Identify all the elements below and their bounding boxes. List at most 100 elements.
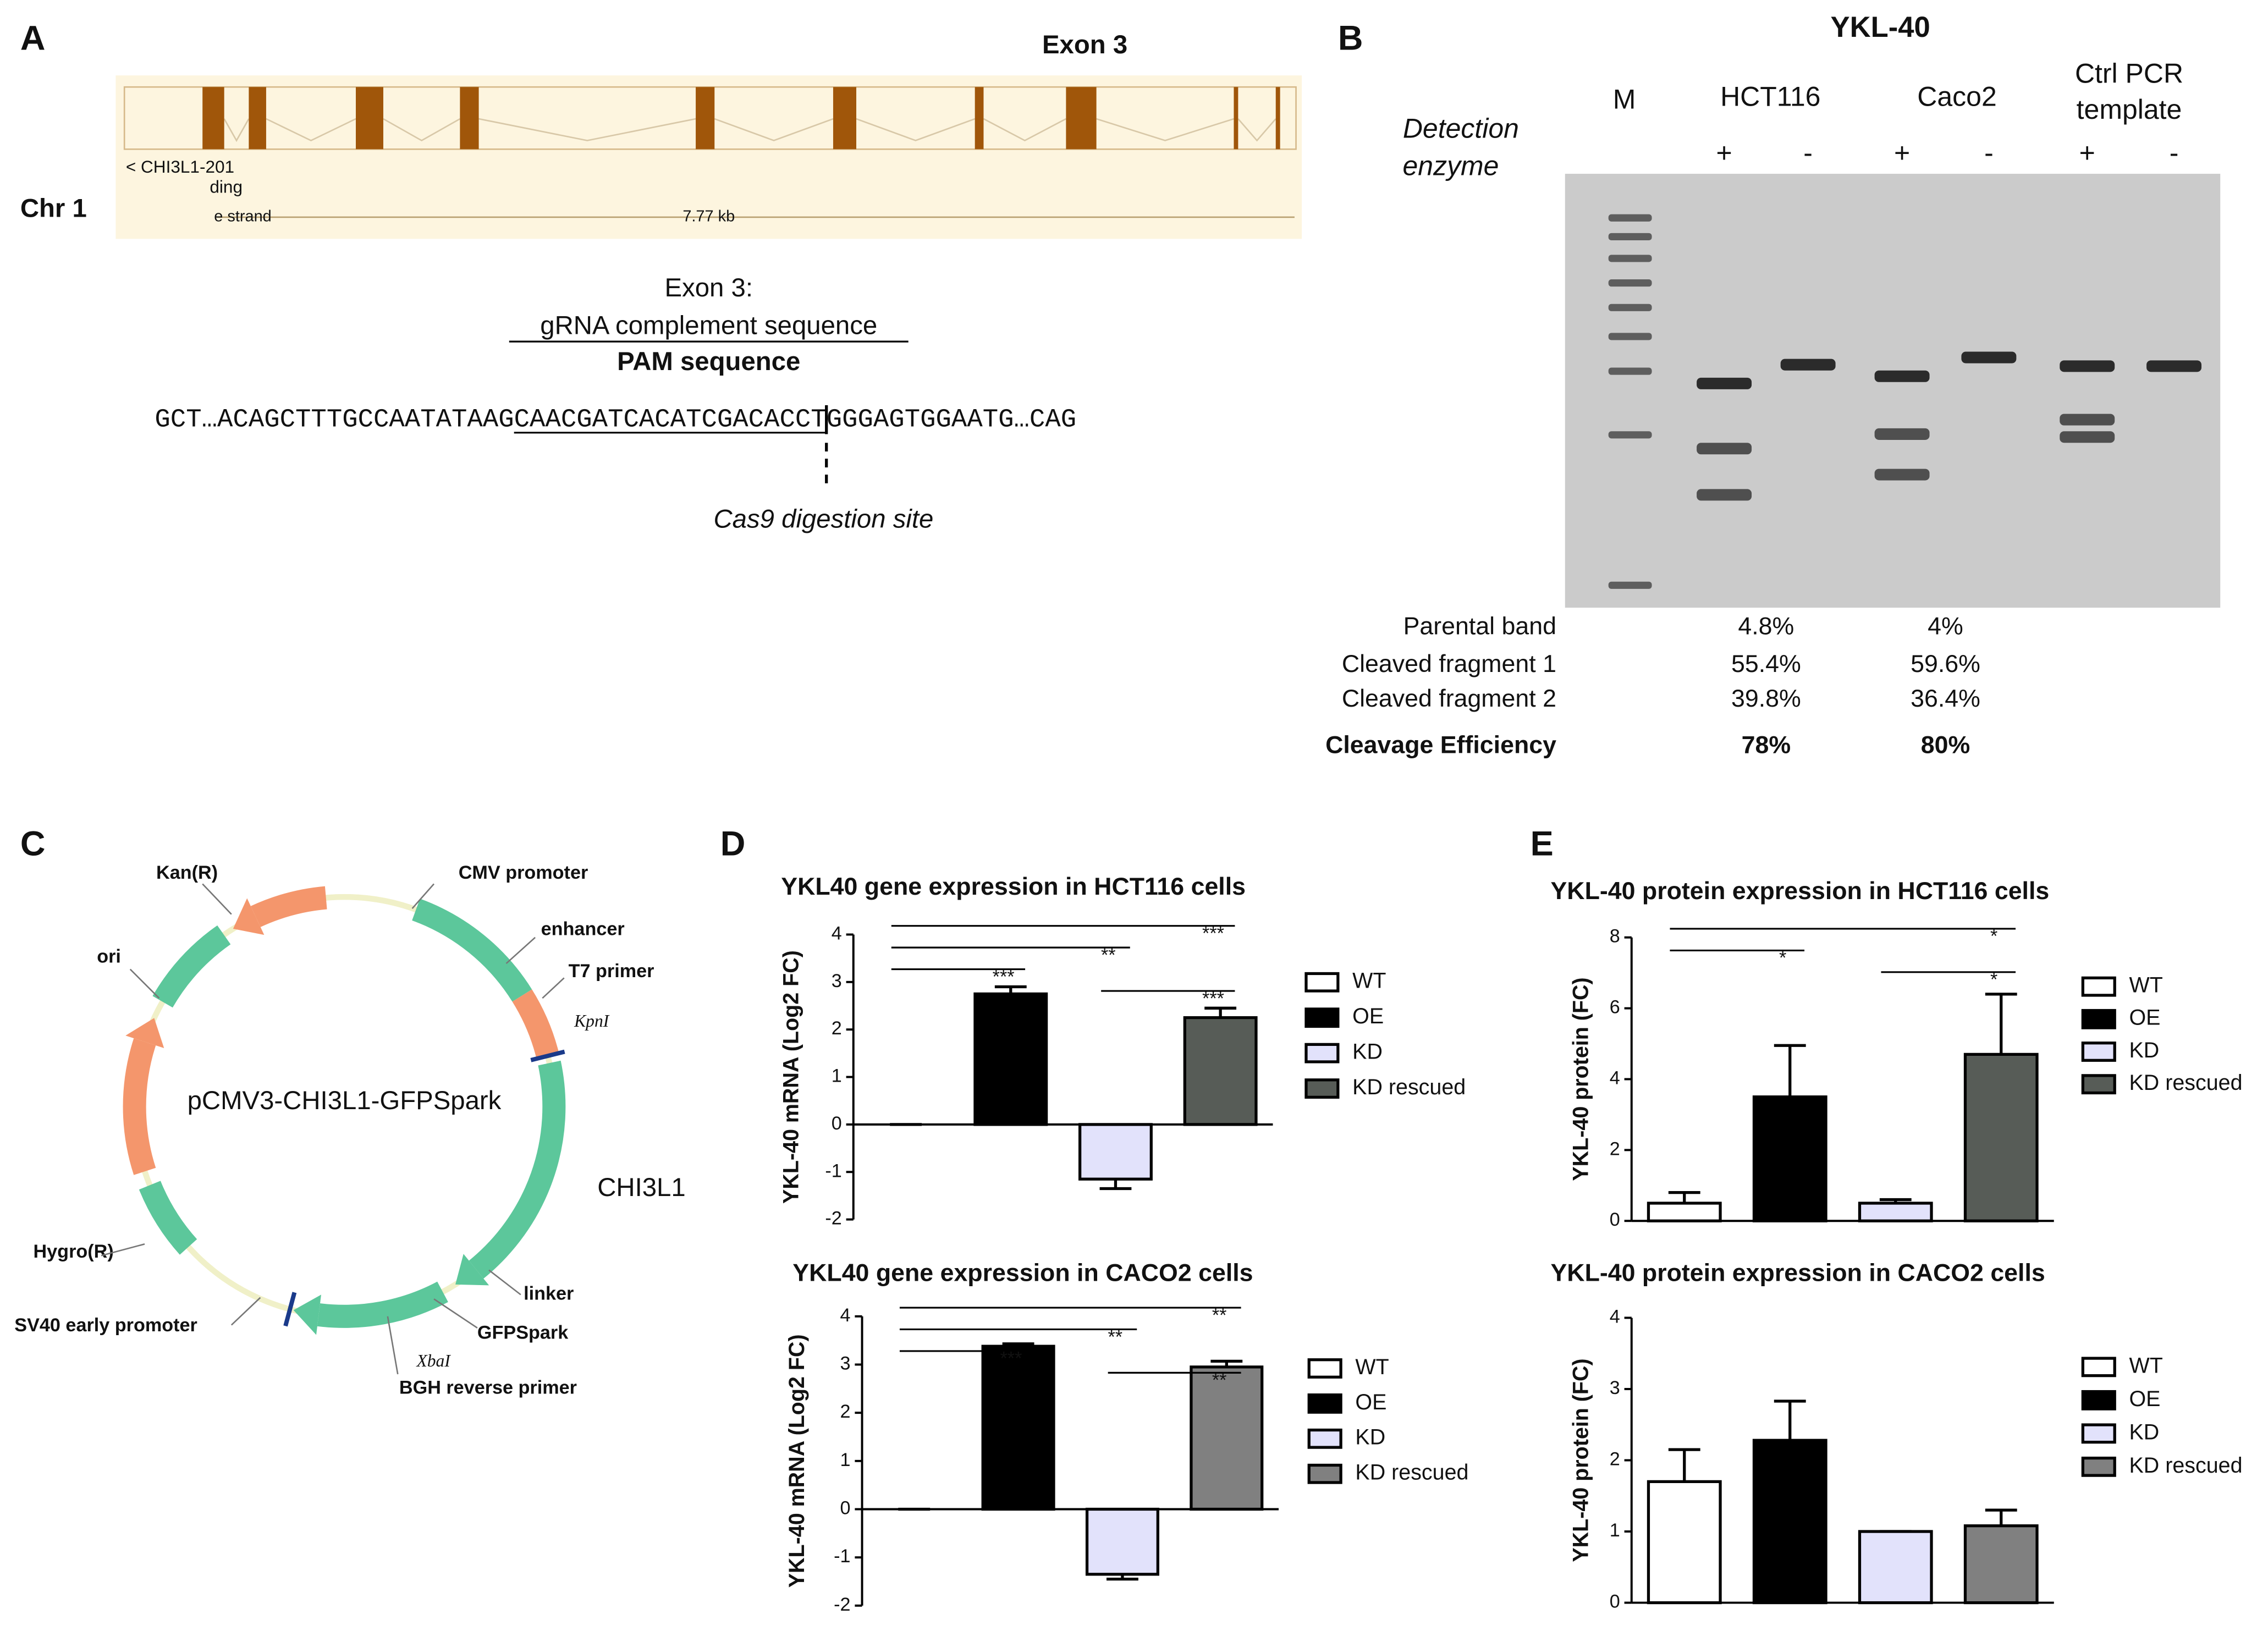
significance-label: * (1990, 926, 1997, 947)
sequence-part: GGG (827, 406, 873, 435)
significance-label: *** (1202, 988, 1224, 1009)
y-axis-label: YKL-40 protein (FC) (1569, 1358, 1593, 1562)
enzyme-sign: + (1716, 137, 1732, 168)
exon (1234, 87, 1238, 150)
error-bar (1668, 1448, 1700, 1482)
leader-line (101, 1243, 145, 1257)
enzyme-sign: + (2079, 137, 2095, 168)
table-value: 59.6% (1911, 651, 1980, 677)
legend-label: KD rescued (2129, 1453, 2243, 1478)
leader-line (387, 1316, 399, 1375)
feature-label: ori (97, 946, 121, 967)
feature-arrow (233, 898, 265, 935)
leader-line (202, 883, 232, 915)
bar (1858, 1530, 1933, 1605)
bar (1858, 1202, 1933, 1222)
lane-label: HCT116 (1720, 81, 1820, 112)
feature (512, 989, 559, 1059)
leader-line (433, 1298, 478, 1329)
table-value: 4.8% (1738, 613, 1794, 640)
y-tick-label: 3 (832, 971, 842, 991)
error-bar (1985, 993, 2017, 1055)
y-tick-label: 2 (1610, 1138, 1620, 1159)
y-tick-label: -2 (825, 1208, 841, 1229)
y-tick-label: 3 (840, 1353, 850, 1374)
panel-label: A (20, 19, 46, 58)
enzyme-sign: - (1984, 137, 1994, 168)
table-value: 55.4% (1731, 651, 1801, 677)
ladder-band (1608, 233, 1652, 241)
ladder-band (1608, 431, 1652, 439)
feature (250, 886, 327, 927)
significance-label: ** (1212, 1305, 1227, 1326)
exon (833, 87, 857, 150)
y-tick-label: 2 (840, 1401, 850, 1422)
gel-band (2146, 360, 2202, 372)
leader-line (411, 883, 435, 909)
y-tick-label: -1 (825, 1160, 841, 1181)
legend-swatch (2081, 976, 2116, 997)
feature-label: linker (524, 1283, 574, 1304)
y-axis-label: YKL-40 mRNA (Log2 FC) (779, 950, 803, 1204)
significance-label: ** (1212, 1370, 1227, 1391)
feature (317, 1281, 448, 1328)
y-tick-label: 1 (1610, 1520, 1620, 1541)
legend-label: WT (2129, 1353, 2163, 1377)
lane-label: Ctrl PCR (2075, 58, 2183, 89)
significance-label: ** (1108, 1326, 1123, 1347)
length: 7.77 kb (682, 208, 735, 225)
gel-band (1961, 351, 2017, 363)
panel-label: C (20, 825, 46, 863)
y-tick-label: 1 (832, 1066, 842, 1087)
y-tick-label: 3 (1610, 1377, 1620, 1398)
lane-label: Caco2 (1917, 81, 1996, 112)
legend-label: KD (2129, 1038, 2160, 1062)
feature-label: Hygro(R) (33, 1241, 113, 1262)
enzyme-sign: - (1803, 137, 1813, 168)
legend-label: KD (2129, 1420, 2160, 1444)
lane-label: template (2077, 94, 2182, 125)
chart-title: YKL40 gene expression in HCT116 cells (781, 873, 1246, 900)
error-bar (1204, 1006, 1237, 1018)
table-value: 4% (1928, 613, 1963, 640)
lane-label: M (1613, 84, 1636, 115)
leader-line (129, 968, 160, 999)
legend-swatch (2081, 1074, 2116, 1095)
feature (123, 1038, 156, 1175)
feature-label: T7 primer (569, 961, 654, 982)
leader-line (542, 977, 565, 999)
legend-label: OE (1355, 1390, 1386, 1414)
transcript-biotype: ding (210, 177, 243, 197)
legend-swatch (1307, 1393, 1342, 1414)
intron (383, 118, 461, 142)
feature-label: KpnI (574, 1011, 610, 1031)
exon (1275, 87, 1280, 150)
y-tick-label: 4 (1610, 1306, 1620, 1327)
legend-label: OE (2129, 1006, 2161, 1030)
restriction-site (530, 1049, 565, 1062)
legend-swatch (1304, 972, 1340, 993)
y-tick-label: 2 (832, 1018, 842, 1039)
gel (1565, 174, 2221, 608)
ladder-band (1608, 255, 1652, 262)
y-tick-label: -2 (834, 1594, 850, 1615)
y-tick-label: 4 (832, 923, 842, 944)
feature-arrow (455, 1254, 489, 1286)
feature-label: BGH reverse primer (399, 1377, 577, 1398)
legend-swatch (2081, 1390, 2116, 1410)
intron (1237, 118, 1276, 142)
legend-swatch (1304, 1078, 1340, 1099)
exon (696, 87, 715, 150)
legend-label: KD (1352, 1040, 1383, 1064)
feature-label: enhancer (541, 919, 625, 940)
restriction-site (283, 1292, 297, 1327)
legend-label: KD rescued (1355, 1461, 1468, 1485)
bar (981, 1345, 1055, 1511)
chart-title: YKL-40 protein expression in HCT116 cell… (1550, 878, 2049, 905)
guide-heading: Exon 3: (665, 273, 753, 302)
chart-title: YKL40 gene expression in CACO2 cells (792, 1259, 1253, 1286)
leader-line (488, 1269, 521, 1296)
ladder-band (1608, 333, 1652, 340)
bar (1963, 1053, 2039, 1222)
